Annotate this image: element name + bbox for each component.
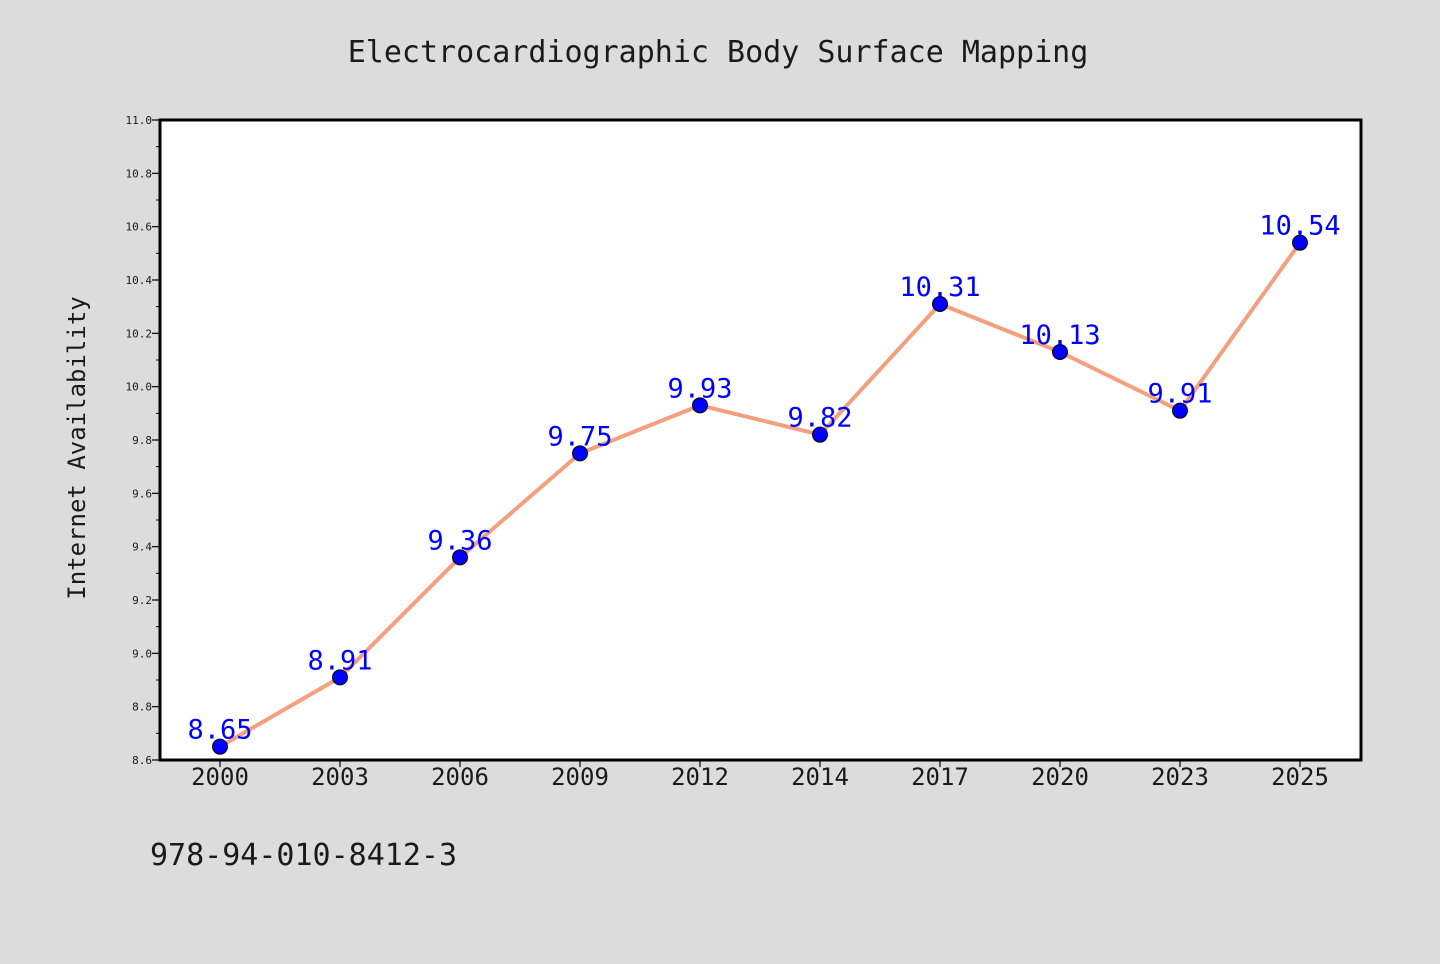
- y-axis: 8.6 8.8 9.0 9.2 9.4 9.6 9.8 10.0 10.2 10.4 10.6 10.…: [126, 114, 160, 767]
- data-markers: [212, 234, 1308, 755]
- data-point: [332, 669, 348, 686]
- x-tick-label: 2003: [311, 763, 369, 791]
- x-tick-label: 2025: [1271, 763, 1329, 791]
- data-point: [452, 549, 468, 566]
- series-line: [218, 240, 1302, 749]
- y-tick-label: 9.8: [132, 434, 152, 447]
- x-tick-label: 2006: [431, 763, 489, 791]
- y-tick-label: 10.0: [126, 381, 153, 394]
- data-label: 8.65: [187, 715, 252, 746]
- x-tick-label: 2017: [911, 763, 969, 791]
- x-tick-label: 2009: [551, 763, 609, 791]
- data-label: 9.75: [547, 421, 612, 452]
- data-label: 9.91: [1147, 379, 1212, 410]
- x-tick-label: 2012: [671, 763, 729, 791]
- y-axis-label: Internet Availability: [63, 296, 91, 599]
- data-label: 9.82: [787, 403, 852, 434]
- y-tick-label: 8.6: [132, 754, 152, 767]
- data-label: 10.31: [899, 272, 980, 303]
- y-tick-label: 9.6: [132, 487, 152, 500]
- data-label: 9.36: [427, 525, 492, 556]
- x-tick-label: 2023: [1151, 763, 1209, 791]
- plot-area: [160, 120, 1361, 760]
- y-tick-label: 10.6: [126, 221, 153, 234]
- chart-title: Electrocardiographic Body Surface Mappin…: [348, 35, 1089, 70]
- y-tick-label: 10.4: [126, 274, 153, 287]
- data-point: [212, 738, 228, 755]
- data-point: [1052, 344, 1068, 360]
- y-tick-label: 8.8: [132, 701, 152, 714]
- y-tick-label: 9.0: [132, 647, 152, 660]
- data-labels: 8.65 8.91 9.36 9.75 9.93 9.82 10.31 10.13 9.91 10…: [187, 211, 1340, 746]
- data-point: [572, 445, 588, 462]
- data-label: 10.13: [1019, 320, 1100, 351]
- data-point: [1292, 234, 1308, 251]
- x-tick-label: 2020: [1031, 763, 1089, 791]
- isbn-text: 978-94-010-8412-3: [150, 838, 457, 873]
- x-tick-label: 2000: [191, 763, 249, 791]
- y-tick-label: 9.2: [132, 594, 152, 607]
- y-tick-label: 10.8: [126, 167, 153, 180]
- x-axis: 2000 2003 2006 2009 2012 2014 2017 2020 2023 2025: [191, 760, 1329, 791]
- plot-frame: [158, 118, 1363, 762]
- y-tick-label: 11.0: [126, 114, 153, 127]
- y-tick-label: 9.4: [132, 541, 152, 554]
- y-tick-label: 10.2: [126, 327, 153, 340]
- data-point: [1172, 402, 1188, 419]
- data-point: [812, 426, 828, 443]
- data-point: [692, 397, 708, 414]
- data-label: 9.93: [667, 373, 732, 404]
- data-label: 8.91: [307, 645, 372, 676]
- data-label: 10.54: [1259, 211, 1340, 242]
- data-point: [932, 296, 948, 312]
- x-tick-label: 2014: [791, 763, 849, 791]
